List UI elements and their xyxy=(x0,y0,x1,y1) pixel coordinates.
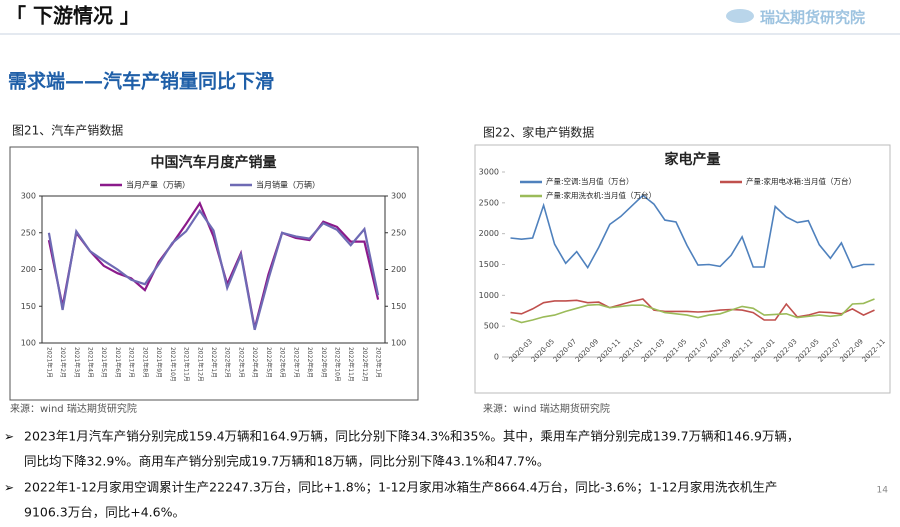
x-tick-label: 2021年9月 xyxy=(155,347,163,378)
x-tick-label: 2022年2月 xyxy=(224,347,232,378)
x-tick-label: 2022年6月 xyxy=(279,347,287,378)
x-tick-label: 2022年4月 xyxy=(251,347,259,378)
bullet-text: 同比均下降32.9%。商用车产销分别完成19.7万辆和18万辆，同比分别下降43… xyxy=(24,454,549,469)
x-tick-label: 2022年5月 xyxy=(265,347,273,378)
heading: 需求端——汽车产销量同比下滑 xyxy=(8,70,274,93)
source: 来源：wind 瑞达期货研究院 xyxy=(10,402,137,415)
y2-tick-label: 250 xyxy=(391,228,406,237)
page-title: 「 下游情况 」 xyxy=(6,4,140,28)
x-tick-label: 2022年11月 xyxy=(347,347,355,382)
y2-tick-label: 150 xyxy=(391,302,406,311)
x-tick-label: 2021年3月 xyxy=(73,347,81,378)
x-tick-label: 2021年12月 xyxy=(196,347,204,382)
series-line xyxy=(47,200,380,329)
y-tick-label: 2000 xyxy=(479,229,499,238)
chart-frame xyxy=(9,146,419,401)
x-tick-label: 2021年4月 xyxy=(87,347,95,378)
x-tick-label: 2023年1月 xyxy=(375,347,383,378)
chart-frame xyxy=(474,144,891,394)
series-line xyxy=(510,194,875,270)
y-tick-label: 1500 xyxy=(479,260,499,269)
x-tick-label: 2021年7月 xyxy=(128,347,136,378)
series-line xyxy=(47,208,380,331)
legend-label: 产量:家用洗衣机:当月值（万台） xyxy=(546,190,656,200)
bullet-icon: ➢ xyxy=(4,430,14,444)
legend-label: 产量:空调:当月值（万台） xyxy=(546,176,634,186)
bullet-icon: ➢ xyxy=(4,481,14,495)
source: 来源：wind 瑞达期货研究院 xyxy=(483,402,610,415)
y2-tick-label: 100 xyxy=(391,339,406,348)
x-tick-label: 2021年6月 xyxy=(114,347,122,378)
chart-title: 中国汽车月度产销量 xyxy=(151,154,277,171)
legend-label: 当月销量（万辆） xyxy=(256,180,320,190)
caption: 图21、汽车产销数据 xyxy=(12,123,123,138)
series-line xyxy=(510,298,875,321)
logo-icon xyxy=(726,9,754,23)
y-tick-label: 500 xyxy=(484,322,499,331)
page-number: 14 xyxy=(877,486,889,496)
x-tick-label: 2021年5月 xyxy=(100,347,108,378)
series-line xyxy=(510,298,875,324)
y-tick-label: 250 xyxy=(21,228,36,237)
x-tick-label: 2021年2月 xyxy=(59,347,67,378)
x-tick-label: 2021年10月 xyxy=(169,347,177,382)
x-tick-label: 2022年3月 xyxy=(237,347,245,378)
x-tick-label: 2022年7月 xyxy=(292,347,300,378)
x-tick-label: 2022年12月 xyxy=(361,347,369,382)
y-tick-label: 150 xyxy=(21,302,36,311)
bullet-text: 2022年1-12月家用空调累计生产22247.3万台，同比+1.8%；1-12… xyxy=(24,480,777,495)
x-tick-label: 2021年11月 xyxy=(183,347,191,382)
x-tick-label: 2021年8月 xyxy=(141,347,149,378)
caption: 图22、家电产销数据 xyxy=(483,125,594,140)
logo: 瑞达期货研究院 xyxy=(760,9,865,27)
y2-tick-label: 300 xyxy=(391,192,406,201)
y-tick-label: 0 xyxy=(494,353,499,362)
bullet-text: 2023年1月汽车产销分别完成159.4万辆和164.9万辆，同比分别下降34.… xyxy=(24,429,799,444)
y-tick-label: 200 xyxy=(21,265,36,274)
legend-label: 当月产量（万辆） xyxy=(126,180,190,190)
y2-tick-label: 200 xyxy=(391,265,406,274)
y-tick-label: 100 xyxy=(21,339,36,348)
bullet-text: 9106.3万台，同比+4.6%。 xyxy=(24,505,185,520)
chart-title: 家电产量 xyxy=(665,151,721,168)
y-tick-label: 3000 xyxy=(479,168,499,177)
x-tick-label: 2021年1月 xyxy=(45,347,53,378)
legend-label: 产量:家用电冰箱:当月值（万台） xyxy=(746,176,856,186)
y-tick-label: 1000 xyxy=(479,291,499,300)
x-tick-label: 2022年8月 xyxy=(306,347,314,378)
y-tick-label: 2500 xyxy=(479,198,499,207)
y-tick-label: 300 xyxy=(21,192,36,201)
x-tick-label: 2022年1月 xyxy=(210,347,218,378)
x-tick-label: 2022年10月 xyxy=(333,347,341,382)
x-tick-label: 2022年9月 xyxy=(320,347,328,378)
